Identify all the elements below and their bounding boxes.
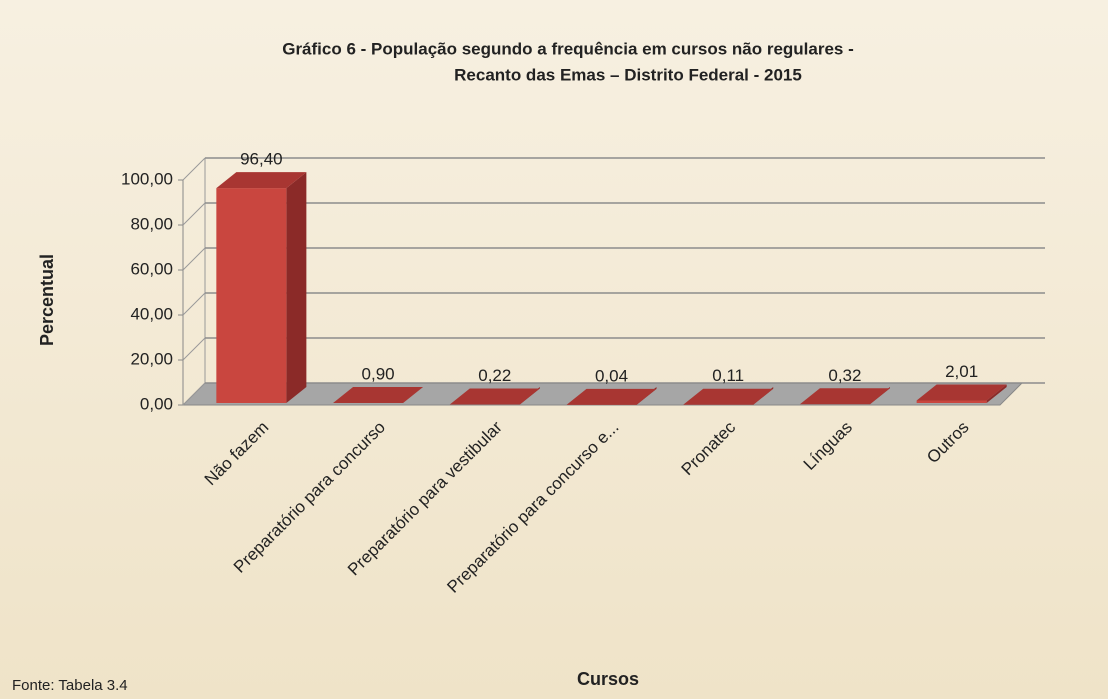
y-tick-label: 80,00 [130, 214, 173, 233]
bar [916, 400, 987, 403]
bar-top [683, 388, 774, 405]
bar-top [916, 384, 1007, 401]
value-label: 0,22 [478, 366, 511, 385]
value-label: 2,01 [945, 362, 978, 381]
depth-line [182, 382, 206, 406]
depth-line [182, 202, 206, 226]
y-tick-label: 60,00 [130, 259, 173, 278]
bar-top [799, 388, 890, 405]
bar-top [449, 388, 540, 405]
depth-line [182, 292, 206, 316]
x-axis-title: Cursos [577, 669, 639, 689]
value-label: 0,04 [595, 366, 628, 385]
depth-line [182, 337, 206, 361]
bar [216, 188, 287, 403]
bar-top [566, 388, 657, 405]
chart-title: Recanto das Emas – Distrito Federal - 20… [454, 65, 802, 84]
bar-top [216, 172, 307, 189]
y-axis-title: Percentual [37, 254, 57, 346]
bar-side [286, 172, 307, 403]
bar-side [986, 384, 1007, 403]
y-tick-label: 40,00 [130, 304, 173, 323]
value-label: 0,11 [712, 366, 744, 385]
value-label: 0,90 [362, 364, 395, 383]
source: Fonte: Tabela 3.4 [12, 677, 128, 694]
value-label: 96,40 [240, 150, 283, 169]
bar-side [403, 386, 424, 403]
y-tick-label: 20,00 [130, 349, 173, 368]
depth-line [182, 247, 206, 271]
y-tick-label: 0,00 [140, 394, 173, 413]
depth-line [182, 157, 206, 181]
bar-top [333, 386, 424, 403]
y-tick-label: 100,00 [121, 169, 173, 188]
value-label: 0,32 [828, 366, 861, 385]
chart-title: Gráfico 6 - População segundo a frequênc… [282, 39, 854, 58]
